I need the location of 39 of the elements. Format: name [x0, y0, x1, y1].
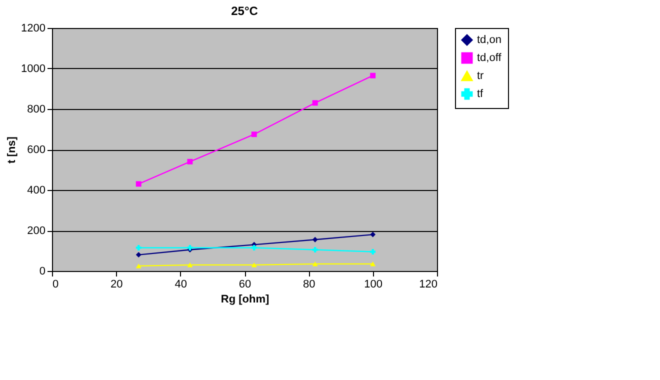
y-tick-label: 200 [27, 225, 46, 237]
legend-label: tf [477, 88, 484, 100]
x-tick-label: 60 [238, 278, 252, 290]
point [187, 158, 193, 164]
y-tick-label: 0 [39, 266, 46, 278]
y-tick-label: 400 [27, 184, 46, 196]
point [370, 262, 376, 266]
y-axis-title: t [ns] [6, 136, 18, 164]
x-tick-label: 40 [174, 278, 187, 290]
x-tick-label: 120 [419, 278, 438, 290]
point [187, 262, 193, 268]
point [312, 247, 318, 252]
point [312, 100, 318, 106]
x-axis-title: Rg [ohm] [220, 294, 270, 306]
point [251, 262, 257, 268]
legend-label: td,on [477, 34, 502, 46]
point [136, 264, 142, 268]
y-tick-label: 600 [27, 144, 46, 156]
y-tick-label: 1000 [21, 63, 46, 75]
point [136, 244, 142, 250]
x-tick-label: 80 [303, 278, 316, 290]
point [136, 252, 142, 258]
point [370, 249, 376, 254]
point [136, 181, 142, 187]
legend-label: tr [477, 70, 484, 82]
x-tick-label: 100 [364, 278, 383, 290]
point [251, 244, 257, 250]
point [370, 72, 376, 78]
legend-label: td,off [477, 52, 502, 64]
chart-title: 25°C [231, 4, 258, 18]
x-tick-label: 20 [110, 278, 123, 290]
y-tick-label: 800 [27, 104, 46, 116]
y-tick-label: 1200 [21, 22, 46, 34]
point [312, 236, 318, 242]
point [187, 244, 193, 250]
point [370, 232, 376, 238]
point [312, 262, 318, 266]
x-tick-label: 0 [52, 278, 59, 290]
point [251, 132, 257, 138]
